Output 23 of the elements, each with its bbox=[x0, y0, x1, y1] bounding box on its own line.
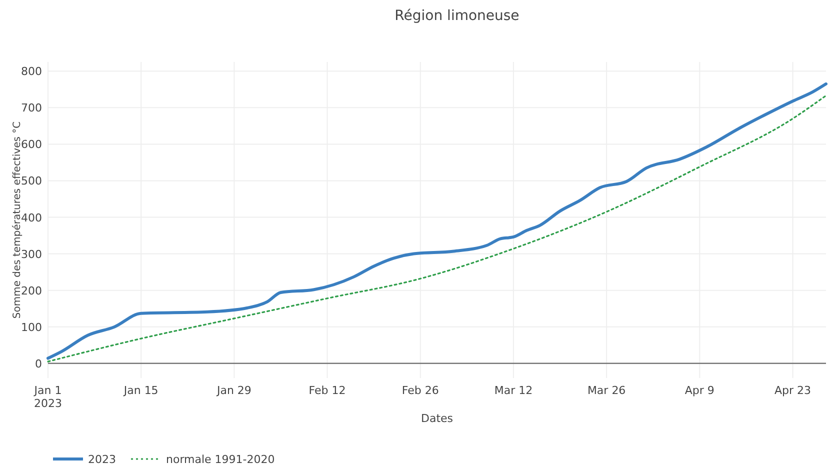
x-tick-label: Mar 26 bbox=[587, 384, 626, 397]
y-axis-title: Somme des températures effectives °C bbox=[12, 121, 23, 319]
legend-label: 2023 bbox=[88, 453, 116, 466]
x-tick-label: Feb 26 bbox=[402, 384, 439, 397]
y-tick-label: 500 bbox=[21, 174, 42, 188]
x-tick-label: Jan 29 bbox=[216, 384, 252, 397]
chart-title: Région limoneuse bbox=[394, 8, 520, 24]
x-tick-label: Apr 23 bbox=[774, 384, 812, 397]
y-tick-label: 200 bbox=[21, 284, 42, 298]
y-tick-label: 800 bbox=[21, 65, 42, 78]
x-tick-label: Jan 15 bbox=[122, 384, 158, 397]
y-tick-label: 400 bbox=[21, 211, 42, 224]
x-tick-label: Mar 12 bbox=[494, 384, 533, 397]
y-tick-label: 600 bbox=[21, 138, 42, 152]
y-tick-label: 0 bbox=[35, 357, 42, 370]
x-axis-title: Dates bbox=[420, 412, 454, 425]
x-tick-label: Jan 1 2023 bbox=[33, 384, 62, 410]
x-tick-label: Apr 9 bbox=[684, 384, 714, 397]
x-tick-label: Feb 12 bbox=[308, 384, 346, 397]
y-tick-label: 700 bbox=[21, 102, 42, 115]
y-tick-label: 100 bbox=[21, 320, 42, 334]
y-tick-label: 300 bbox=[21, 248, 42, 261]
legend-label: normale 1991-2020 bbox=[166, 453, 275, 466]
